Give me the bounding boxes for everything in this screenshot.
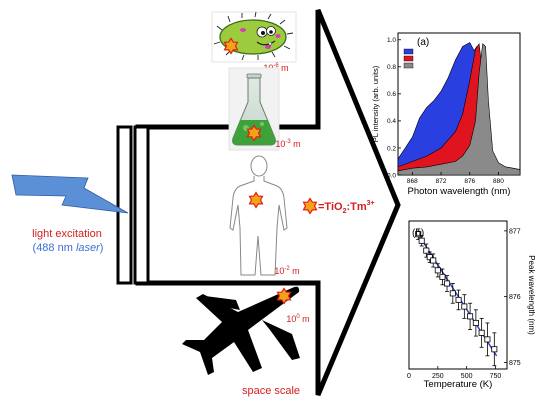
chart-a-ytick-label: 1.0 bbox=[387, 37, 396, 44]
chart-a-panel-label: (a) bbox=[417, 37, 429, 48]
chart-a-ytick-label: 0.6 bbox=[387, 91, 396, 98]
data-point bbox=[434, 267, 441, 274]
chart-b-panel-label: (b) bbox=[412, 228, 424, 239]
chart-a-ylabel: PL intensity (arb. units) bbox=[371, 65, 380, 142]
legend-swatch-red bbox=[403, 55, 414, 62]
data-point bbox=[461, 303, 468, 310]
data-point bbox=[491, 346, 498, 353]
data-point bbox=[444, 280, 451, 287]
light-excitation-label: light excitation bbox=[32, 228, 102, 240]
chart-pl-spectrum: 868 872 876 880 0.0 0.2 0.4 0.6 0.8 1.0 (a) Photo… bbox=[371, 32, 521, 197]
star-marker-legend bbox=[302, 197, 318, 215]
chart-b-ytick-label: 875 bbox=[509, 360, 521, 367]
chart-b-xtick-label: 0 bbox=[407, 373, 411, 380]
laser-wavelength-label: (488 nm laser) bbox=[33, 242, 104, 254]
data-point bbox=[449, 290, 456, 297]
data-point bbox=[415, 231, 422, 238]
chart-a-xtick-label: 872 bbox=[436, 178, 447, 185]
chart-a-ytick-label: 0.2 bbox=[387, 145, 396, 152]
data-point bbox=[484, 336, 491, 343]
chart-a-ytick-label: 0.8 bbox=[387, 64, 396, 71]
data-point bbox=[426, 254, 433, 261]
data-point bbox=[472, 319, 479, 326]
chart-b-xtick-label: 500 bbox=[461, 373, 473, 380]
data-point bbox=[478, 329, 485, 336]
space-scale-label: space scale bbox=[242, 385, 300, 397]
chart-b-ylabel: Peak wavelength (nm) bbox=[527, 255, 536, 335]
chart-a-ytick-label: 0.0 bbox=[387, 172, 396, 179]
scale-arrow-frame bbox=[135, 9, 401, 396]
scale-label-centi: 10-2 m bbox=[274, 266, 299, 276]
data-point bbox=[455, 296, 462, 303]
star-marker-human bbox=[248, 191, 264, 209]
data-point bbox=[418, 237, 425, 244]
chart-a-ytick-label: 0.4 bbox=[387, 118, 396, 125]
bacterium-illustration bbox=[211, 11, 297, 63]
airplane-illustration bbox=[182, 286, 300, 375]
chart-a-xtick-label: 880 bbox=[493, 178, 504, 185]
chart-b-xlabel: Temperature (K) bbox=[424, 379, 493, 390]
light-source-bars bbox=[116, 125, 150, 285]
scale-label-meter: 100 m bbox=[286, 314, 309, 324]
data-point bbox=[467, 313, 474, 320]
legend-swatch-gray bbox=[403, 62, 414, 69]
chart-b-xtick-label: 750 bbox=[490, 373, 502, 380]
chart-a-xtick-label: 876 bbox=[464, 178, 475, 185]
chart-b-ytick-label: 877 bbox=[509, 228, 521, 235]
legend-formula: =TiO2:Tm3+ bbox=[318, 200, 375, 215]
star-marker-flask bbox=[246, 124, 262, 142]
chart-a-xlabel: Photon wavelength (nm) bbox=[408, 186, 511, 197]
star-marker-airplane bbox=[276, 287, 292, 305]
star-marker-bacterium bbox=[223, 37, 239, 55]
spectrum-gray bbox=[398, 43, 520, 175]
data-point bbox=[423, 247, 430, 254]
legend-swatch-blue bbox=[403, 48, 414, 55]
lightning-icon bbox=[11, 174, 129, 214]
chart-a-xtick-label: 868 bbox=[407, 178, 418, 185]
chart-b-xtick-label: 250 bbox=[432, 373, 444, 380]
data-point bbox=[439, 273, 446, 280]
chart-b-ytick-label: 876 bbox=[509, 294, 521, 301]
scale-label-milli: 10-3 m bbox=[275, 139, 300, 149]
nanoparticle-markers bbox=[223, 37, 318, 305]
data-point bbox=[430, 257, 437, 264]
human-illustration bbox=[229, 155, 288, 276]
